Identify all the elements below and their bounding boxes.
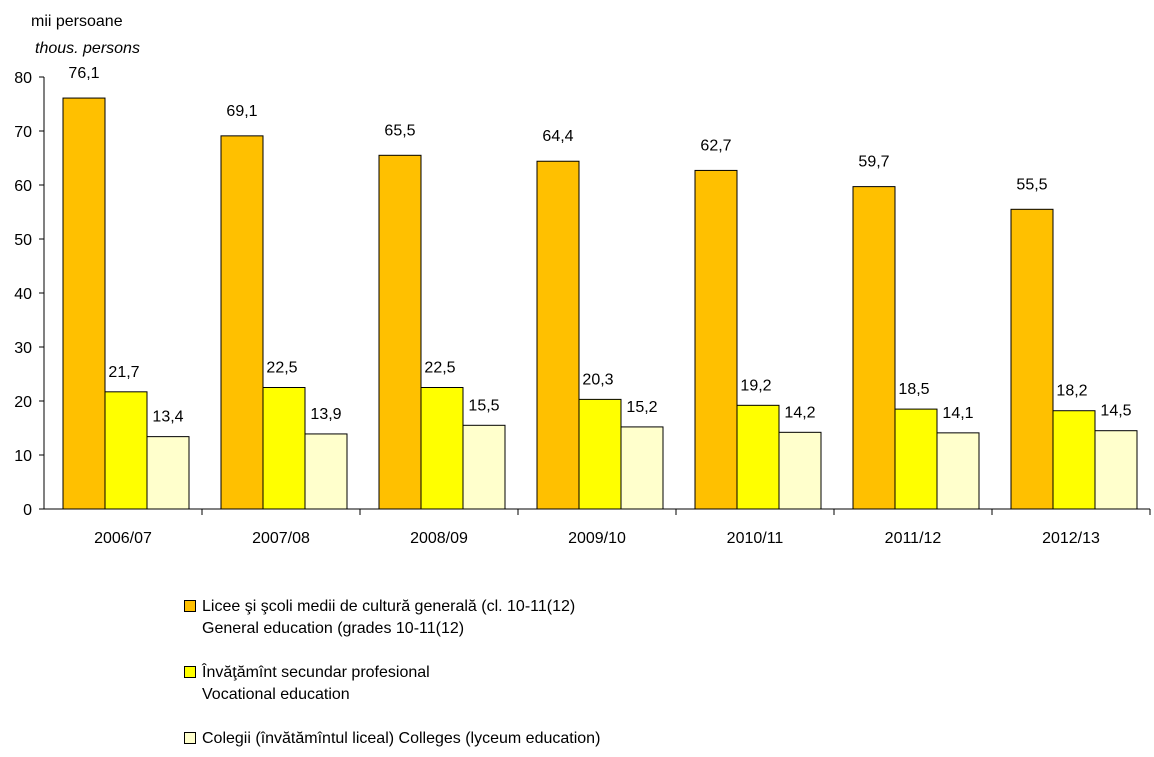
bar [262,387,306,510]
bar [936,432,980,510]
legend-item-vocational-education: Învăţămînt secundar profesional Vocation… [180,662,600,706]
x-tick-label: 2012/13 [1042,530,1100,547]
bar [1010,208,1054,510]
bar [536,160,580,510]
legend-swatch-general-education [184,600,196,612]
bar [462,424,506,510]
data-label: 55,5 [1016,176,1047,193]
data-label: 15,2 [626,399,657,416]
x-tick-label: 2011/12 [885,530,942,547]
data-label: 64,4 [542,128,573,145]
legend-label-en: Vocational education [202,686,350,703]
y-axis-unit-ro: mii persoane [31,13,123,30]
bar [778,431,822,510]
data-label: 18,2 [1056,383,1087,400]
x-tick-label: 2008/09 [410,530,468,547]
y-tick-label: 60 [14,178,32,195]
legend-label-ro: Licee şi şcoli medii de cultură generală… [202,598,576,615]
data-label: 15,5 [468,397,499,414]
y-tick-label: 40 [14,286,32,303]
y-tick-label: 30 [14,340,32,357]
legend: Licee şi şcoli medii de cultură generală… [180,596,600,750]
data-label: 19,2 [740,377,771,394]
data-label: 18,5 [898,381,929,398]
legend-swatch-colleges [184,732,196,744]
y-tick-label: 10 [14,448,32,465]
data-label: 14,2 [784,404,815,421]
legend-item-general-education: Licee şi şcoli medii de cultură generală… [180,596,600,640]
data-label: 14,5 [1100,403,1131,420]
bar [694,169,738,510]
x-tick-label: 2006/07 [94,530,152,547]
bar [146,436,190,510]
x-tick-label: 2009/10 [568,530,626,547]
data-label: 69,1 [226,103,257,120]
bar [894,408,938,510]
bar [736,404,780,510]
legend-swatch-vocational-education [184,666,196,678]
bar [852,186,896,510]
legend-item-colleges: Colegii (învătămîntul liceal) Colleges (… [180,728,600,750]
legend-label-ro: Colegii (învătămîntul liceal) Colleges (… [202,730,601,747]
data-label: 59,7 [858,154,889,171]
y-tick-label: 0 [23,502,32,519]
data-label: 22,5 [266,360,297,377]
bar [420,387,464,510]
data-label: 65,5 [384,122,415,139]
x-tick-label: 2007/08 [252,530,310,547]
bar [578,398,622,510]
bar-chart: 0 10 20 30 40 50 60 70 80 76,1 21,7 13,4 2006/07 69,1… [14,65,1151,547]
data-label: 21,7 [108,364,139,381]
data-label: 62,7 [700,137,731,154]
legend-label-ro: Învăţămînt secundar profesional [202,664,430,681]
data-label: 20,3 [582,371,613,388]
y-axis-unit-en: thous. persons [35,40,140,57]
data-label: 14,1 [942,405,973,422]
data-label: 13,4 [152,409,183,426]
y-tick-label: 80 [14,70,32,87]
data-label: 22,5 [424,360,455,377]
bar [1052,410,1096,510]
bar [1094,430,1138,510]
y-tick-label: 50 [14,232,32,249]
y-tick-label: 70 [14,124,32,141]
y-tick-label: 20 [14,394,32,411]
bar [220,135,264,510]
legend-label-en: General education (grades 10-11(12) [202,620,465,637]
data-label: 76,1 [68,65,99,82]
data-label: 13,9 [310,406,341,423]
bar [620,426,664,510]
x-tick-label: 2010/11 [727,530,784,547]
bar [378,154,422,510]
bar [62,97,106,510]
bar [304,433,348,510]
bar [104,391,148,510]
